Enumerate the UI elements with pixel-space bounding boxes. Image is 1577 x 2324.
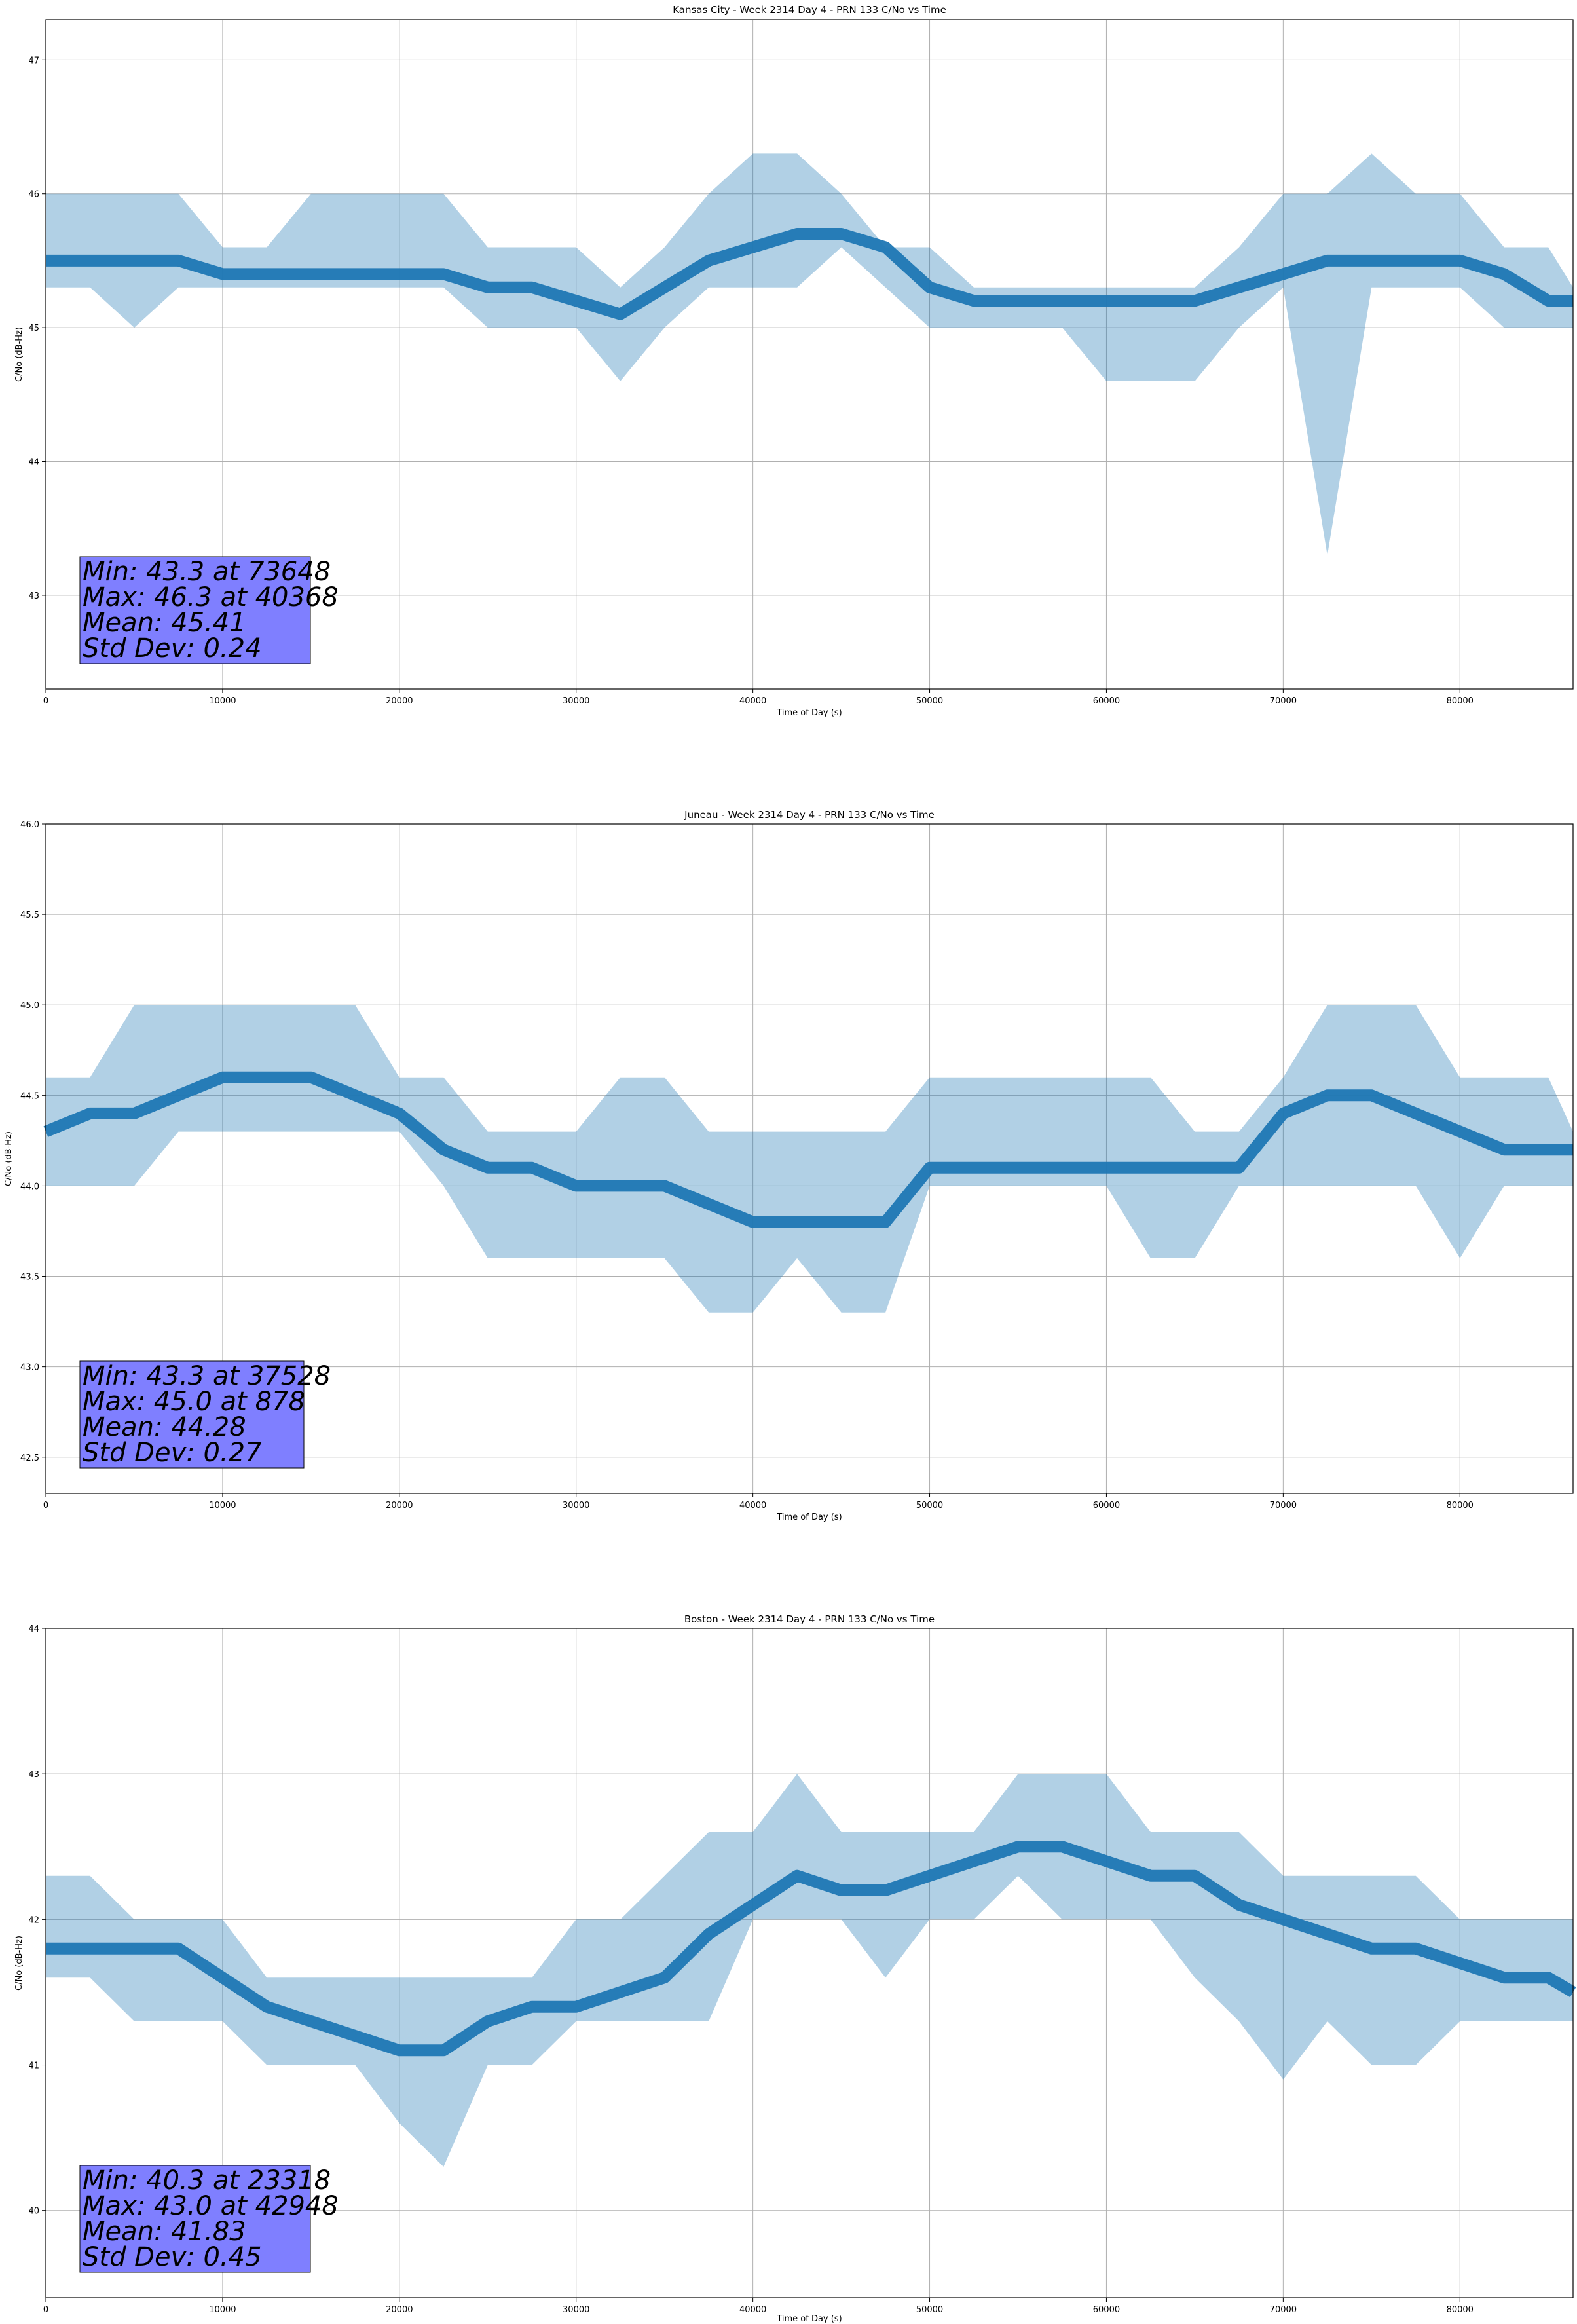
y-tick-label: 46: [28, 190, 39, 200]
x-tick-label: 10000: [209, 696, 236, 706]
x-axis-label: Time of Day (s): [776, 1512, 842, 1522]
x-tick-label: 30000: [563, 696, 589, 706]
plot-frame: [45, 1628, 1574, 2298]
y-axis-label: C/No (dB-Hz): [4, 1131, 14, 1186]
chart-panel-kansas-city: Kansas City - Week 2314 Day 4 - PRN 133 …: [14, 4, 1574, 718]
stats-min: Min: 40.3 at 23318: [83, 2165, 331, 2196]
series-envelope: [46, 1774, 1573, 2167]
x-tick-label: 20000: [386, 2305, 413, 2315]
data-series: [43, 1005, 1573, 1313]
chart-title: Boston - Week 2314 Day 4 - PRN 133 C/No …: [684, 1613, 935, 1625]
x-tick-label: 10000: [209, 2305, 236, 2315]
y-ticks: 43 44 45 46 47: [28, 56, 46, 601]
stats-box-background: [79, 556, 311, 664]
chart-title: Kansas City - Week 2314 Day 4 - PRN 133 …: [673, 4, 946, 16]
y-tick-label: 47: [28, 56, 39, 66]
chart-title: Juneau - Week 2314 Day 4 - PRN 133 C/No …: [684, 809, 935, 821]
y-tick-label: 44: [28, 1624, 39, 1634]
stats-min: Min: 43.3 at 37528: [83, 1361, 331, 1391]
y-tick-label: 45.0: [20, 1001, 39, 1011]
stats-min: Min: 43.3 at 73648: [83, 557, 331, 587]
y-tick-label: 43: [28, 1770, 39, 1780]
plot-frame: [45, 823, 1574, 1494]
x-tick-label: 70000: [1270, 696, 1297, 706]
x-tick-label: 30000: [563, 2305, 589, 2315]
stats-max: Max: 43.0 at 42948: [83, 2191, 339, 2221]
stats-std-dev: Std Dev: 0.45: [83, 2242, 262, 2272]
x-tick-label: 20000: [386, 696, 413, 706]
series-line: [43, 1071, 1573, 1228]
x-tick-label: 60000: [1093, 696, 1120, 706]
y-tick-label: 43: [28, 591, 39, 601]
x-tick-label: 80000: [1447, 696, 1474, 706]
gridlines: [45, 20, 1573, 689]
x-tick-label: 70000: [1270, 2305, 1297, 2315]
y-tick-label: 44.0: [20, 1182, 39, 1191]
y-tick-label: 46.0: [20, 820, 39, 830]
stats-std-dev: Std Dev: 0.27: [83, 1438, 262, 1468]
y-tick-label: 45.5: [20, 910, 39, 920]
stats-mean: Mean: 44.28: [83, 1412, 246, 1442]
x-tick-label: 60000: [1093, 2305, 1120, 2315]
y-axis-label: C/No (dB-Hz): [14, 1936, 24, 1991]
y-ticks: 40 41 42 43 44: [28, 1624, 46, 2217]
y-tick-label: 45: [28, 324, 39, 333]
stats-box-background: [79, 2165, 311, 2273]
x-tick-label: 10000: [209, 1501, 236, 1510]
x-ticks: 0 10000 20000 30000 40000 50000 60000 70000 8000…: [43, 689, 1474, 706]
stats-max: Max: 45.0 at 878: [83, 1387, 305, 1417]
stats-box: Min: 43.3 at 73648 Max: 46.3 at 40368 Me…: [79, 556, 339, 664]
stats-mean: Mean: 41.83: [83, 2217, 246, 2247]
y-tick-label: 41: [28, 2061, 39, 2071]
y-ticks: 42.5 43.0 43.5 44.0 44.5 45.0 45.5 46.0: [20, 820, 46, 1463]
x-tick-label: 80000: [1447, 1501, 1474, 1510]
y-tick-label: 40: [28, 2207, 39, 2217]
series-envelope: [46, 153, 1573, 555]
x-tick-label: 50000: [916, 2305, 943, 2315]
x-tick-label: 40000: [739, 2305, 766, 2315]
stats-std-dev: Std Dev: 0.24: [83, 633, 262, 664]
y-tick-label: 44: [28, 458, 39, 468]
x-tick-label: 0: [43, 696, 48, 706]
x-tick-label: 50000: [916, 1501, 943, 1510]
series-envelope: [46, 1005, 1573, 1313]
x-ticks: 0 10000 20000 30000 40000 50000 60000 70000 8000…: [43, 2298, 1474, 2315]
x-tick-label: 40000: [739, 696, 766, 706]
y-tick-label: 43.5: [20, 1273, 39, 1283]
x-tick-label: 60000: [1093, 1501, 1120, 1510]
x-tick-label: 50000: [916, 696, 943, 706]
x-tick-label: 0: [43, 2305, 48, 2315]
x-tick-label: 80000: [1447, 2305, 1474, 2315]
y-tick-label: 42.5: [20, 1453, 39, 1463]
y-tick-label: 42: [28, 1915, 39, 1925]
chart-panel-juneau: Juneau - Week 2314 Day 4 - PRN 133 C/No …: [4, 809, 1574, 1522]
y-axis-label: C/No (dB-Hz): [14, 327, 24, 382]
stats-box-background: [79, 1360, 305, 1469]
x-tick-label: 30000: [563, 1501, 589, 1510]
plot-frame: [45, 19, 1574, 690]
x-tick-label: 0: [43, 1501, 48, 1510]
x-axis-label: Time of Day (s): [776, 708, 842, 718]
data-series: [46, 153, 1573, 555]
y-tick-label: 44.5: [20, 1091, 39, 1101]
x-ticks: 0 10000 20000 30000 40000 50000 60000 70000 8000…: [43, 1493, 1474, 1510]
stats-max: Max: 46.3 at 40368: [83, 582, 339, 612]
stats-mean: Mean: 45.41: [83, 608, 246, 638]
x-tick-label: 20000: [386, 1501, 413, 1510]
x-tick-label: 40000: [739, 1501, 766, 1510]
data-series: [46, 1774, 1576, 2167]
series-line: [46, 228, 1573, 320]
stats-box: Min: 43.3 at 37528 Max: 45.0 at 878 Mean…: [79, 1360, 331, 1469]
chart-panel-boston: Boston - Week 2314 Day 4 - PRN 133 C/No …: [14, 1613, 1576, 2324]
x-tick-label: 70000: [1270, 1501, 1297, 1510]
y-tick-label: 43.0: [20, 1363, 39, 1373]
x-axis-label: Time of Day (s): [776, 2314, 842, 2324]
stats-box: Min: 40.3 at 23318 Max: 43.0 at 42948 Me…: [79, 2165, 339, 2273]
series-line: [46, 1841, 1576, 2057]
